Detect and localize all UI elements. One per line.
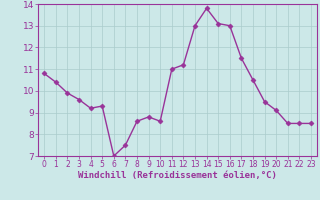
X-axis label: Windchill (Refroidissement éolien,°C): Windchill (Refroidissement éolien,°C): [78, 171, 277, 180]
